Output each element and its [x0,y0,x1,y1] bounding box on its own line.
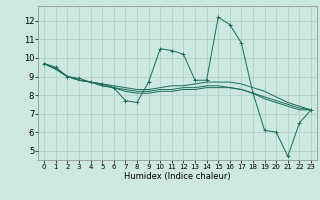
X-axis label: Humidex (Indice chaleur): Humidex (Indice chaleur) [124,172,231,181]
